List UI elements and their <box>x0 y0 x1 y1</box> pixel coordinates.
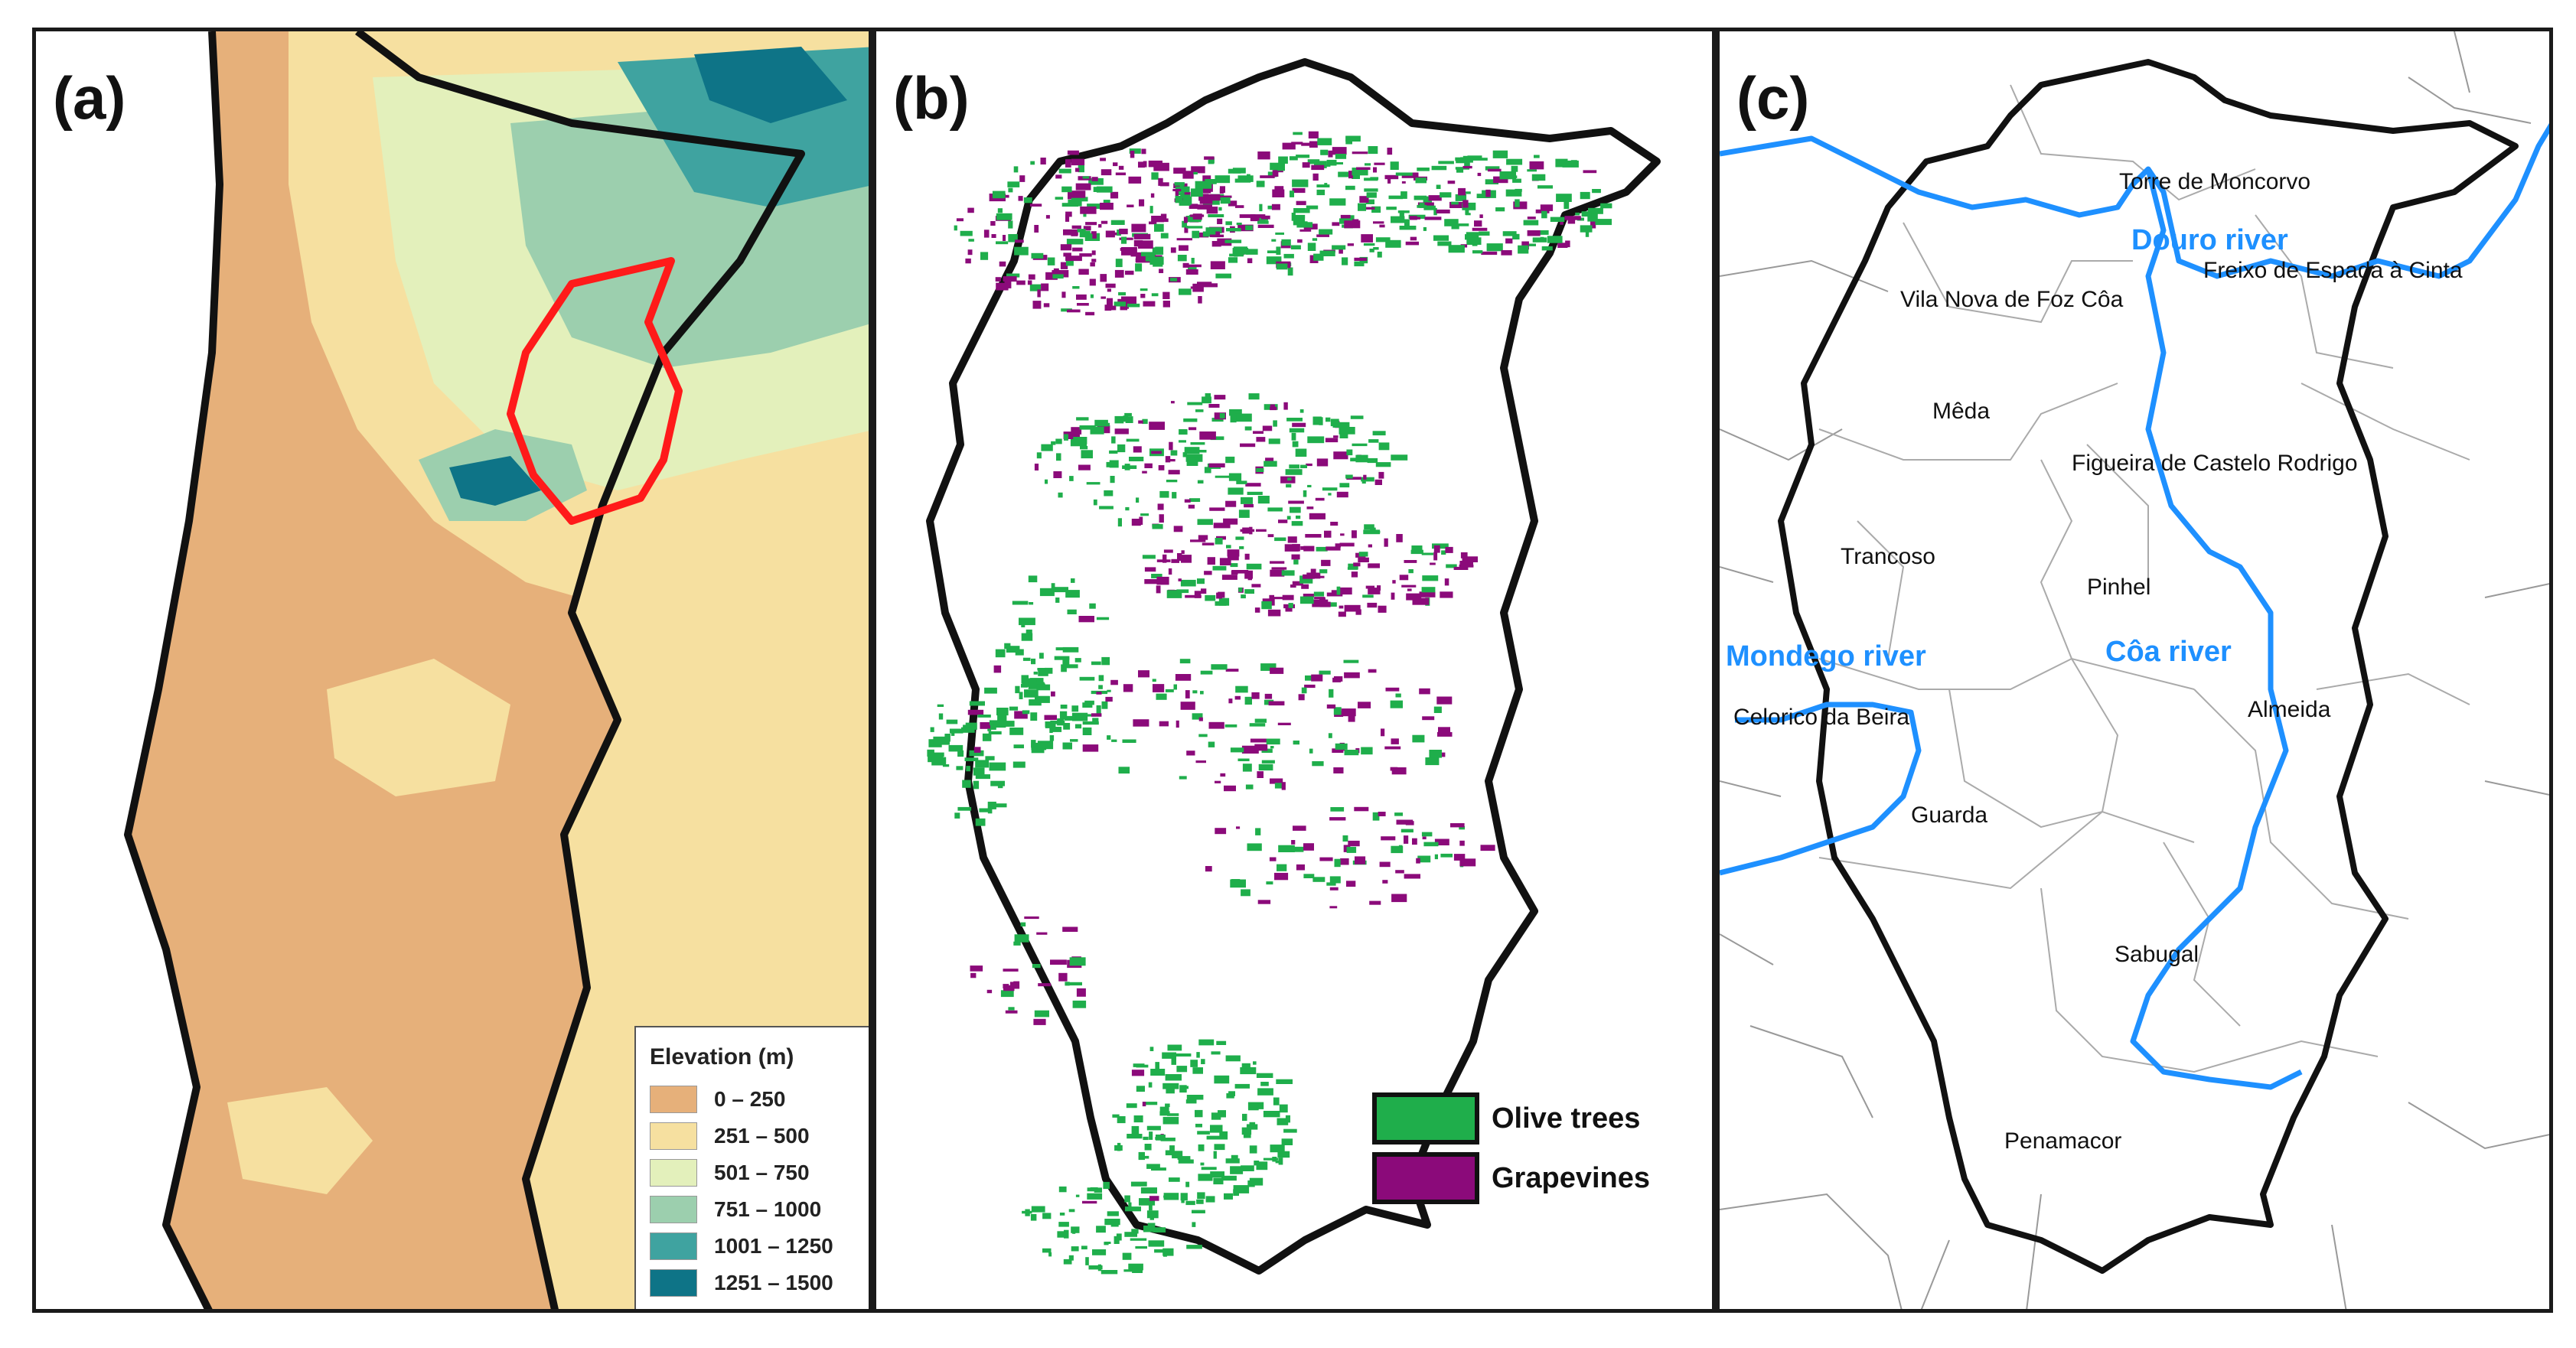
portugal-spain-border <box>355 31 805 1309</box>
study-region-outline <box>1778 59 2519 1274</box>
coa-river-line <box>2130 168 2303 1090</box>
municipality-label: Figueira de Castelo Rodrigo <box>2072 451 2358 476</box>
panel-letter-b: (b) <box>893 64 970 132</box>
legend-swatch-5 <box>650 1269 697 1297</box>
river-label-coa: Côa river <box>2105 636 2232 668</box>
panel-b-landcover-map: (b) Olive trees Grapevines <box>872 28 1716 1313</box>
municipality-label: Vila Nova de Foz Côa <box>1900 287 2124 312</box>
estrela-peak <box>449 456 541 506</box>
study-region-outline <box>926 58 1661 1275</box>
river-label-mondego: Mondego river <box>1726 640 1926 672</box>
municipality-label: Trancoso <box>1841 544 1935 569</box>
legend-row: 0 – 250 <box>650 1081 856 1118</box>
legend-title: Elevation (m) <box>650 1044 794 1070</box>
legend-swatch-4 <box>650 1232 697 1260</box>
legend-label-olive: Olive trees <box>1492 1102 1641 1135</box>
legend-label: 1251 – 1500 <box>714 1271 833 1294</box>
municipality-label: Celorico da Beira <box>1733 705 1910 730</box>
landcover-map-svg <box>926 58 1661 1275</box>
municipality-map-svg <box>1720 31 2549 1309</box>
elevation-map-svg <box>36 31 869 1309</box>
municipality-label: Almeida <box>2248 697 2331 722</box>
legend-swatch-1 <box>650 1122 697 1150</box>
panel-letter-c: (c) <box>1736 64 1810 132</box>
legend-label: 251 – 500 <box>714 1124 810 1148</box>
municipality-boundaries <box>1818 84 2470 1073</box>
neighbor-boundaries <box>1720 31 2549 1309</box>
legend-label-grape: Grapevines <box>1492 1161 1650 1194</box>
legend-row: 501 – 750 <box>650 1154 856 1191</box>
municipality-label: Mêda <box>1932 399 1991 424</box>
municipality-label: Guarda <box>1911 803 1988 828</box>
study-area-outline <box>507 257 683 525</box>
panel-a-elevation-map: (a) Elevation (m) 0 – 250 251 – 500 501 … <box>32 28 872 1313</box>
legend-swatch-0 <box>650 1086 697 1113</box>
mondego-river-line <box>1720 702 1922 876</box>
river-label-douro: Douro river <box>2131 224 2288 256</box>
legend-label: 751 – 1000 <box>714 1197 822 1221</box>
municipality-label: Sabugal <box>2115 942 2199 967</box>
landcover-speckle-layer <box>927 131 1612 1275</box>
olive-swatch <box>1372 1092 1479 1144</box>
legend-row-olive: Olive trees <box>1372 1089 1650 1148</box>
portugal-coastline <box>124 31 223 1309</box>
legend-row: 751 – 1000 <box>650 1191 856 1228</box>
legend-swatch-3 <box>650 1196 697 1223</box>
municipality-label: Pinhel <box>2087 575 2151 600</box>
legend-row: 1251 – 1500 <box>650 1265 856 1301</box>
central-upland <box>327 659 510 796</box>
legend-row: 251 – 500 <box>650 1118 856 1154</box>
legend-swatch-2 <box>650 1159 697 1187</box>
legend-label: 1001 – 1250 <box>714 1234 833 1258</box>
legend-row: 1001 – 1250 <box>650 1228 856 1265</box>
grape-swatch <box>1372 1152 1479 1204</box>
legend-row-grape: Grapevines <box>1372 1148 1650 1208</box>
panel-letter-a: (a) <box>53 64 126 132</box>
panel-c-municipality-map: (c) Douro river Mondego river Côa river … <box>1716 28 2553 1313</box>
municipality-label: Torre de Moncorvo <box>2119 169 2311 194</box>
legend-label: 0 – 250 <box>714 1087 786 1111</box>
landcover-legend: Olive trees Grapevines <box>1372 1089 1650 1208</box>
douro-river-line <box>1720 122 2549 279</box>
municipality-label: Penamacor <box>2004 1128 2122 1154</box>
legend-label: 501 – 750 <box>714 1161 810 1184</box>
south-upland <box>227 1087 373 1194</box>
elevation-legend: Elevation (m) 0 – 250 251 – 500 501 – 75… <box>634 1026 869 1309</box>
upland-1251-1500 <box>694 47 847 123</box>
municipality-label: Freixo de Espada à Cinta <box>2203 258 2463 283</box>
